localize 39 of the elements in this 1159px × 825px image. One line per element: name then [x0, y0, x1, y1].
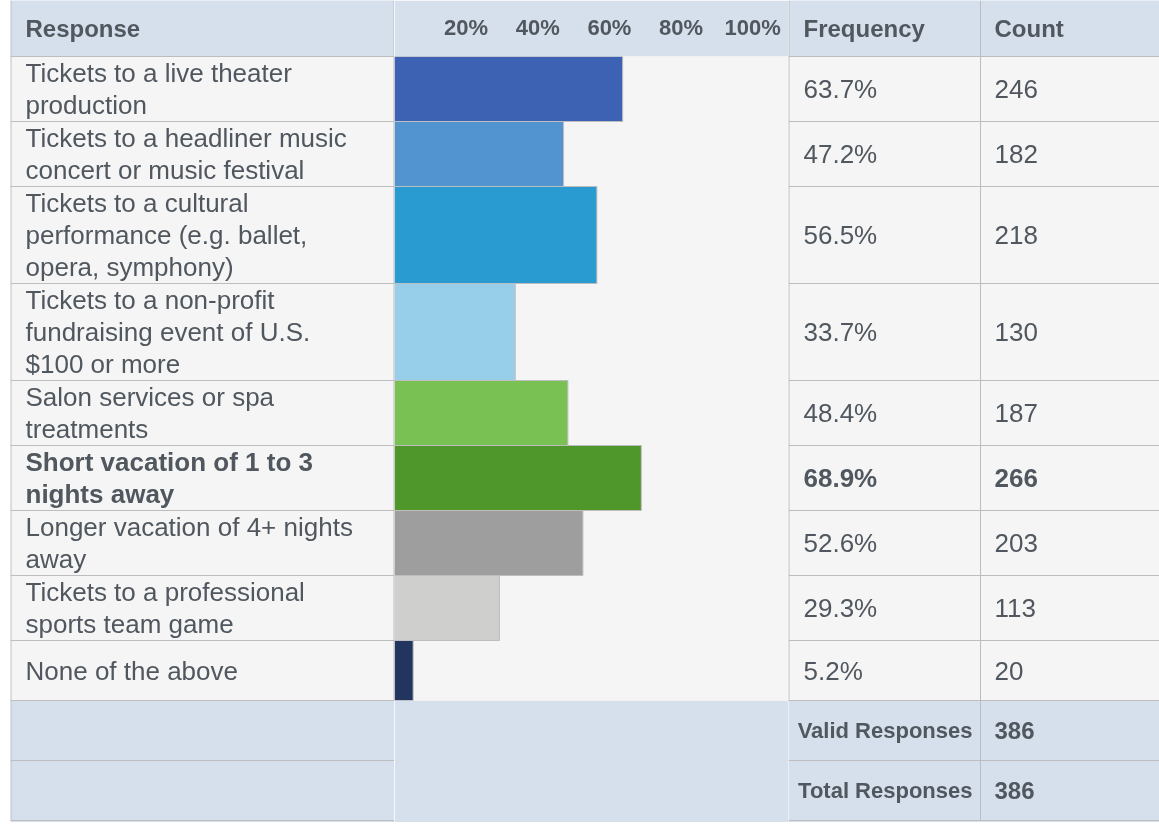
text: 386 — [994, 777, 1035, 804]
y-tick-label: Tickets to a live theater production — [25, 57, 293, 121]
text: 203 — [994, 528, 1038, 558]
text: Count — [994, 15, 1064, 42]
text: 113 — [994, 593, 1036, 623]
text: Frequency — [803, 15, 926, 42]
text: Valid Responses — [797, 718, 973, 743]
text: 63.7% — [803, 74, 878, 104]
text: 218 — [994, 220, 1038, 250]
text: 5.2% — [803, 655, 863, 686]
x-tick-label: 20% — [444, 14, 489, 40]
x-tick-label: 40% — [515, 14, 560, 40]
x-tick-label: 80% — [659, 14, 704, 40]
text: 266 — [994, 463, 1038, 493]
text: 29.3% — [803, 593, 878, 623]
y-tick-label: Short vacation of 1 to 3 nights away — [25, 446, 313, 510]
x-tick-label: 100% — [724, 14, 781, 40]
text: 182 — [994, 139, 1038, 169]
text: 52.6% — [803, 528, 878, 558]
text: 386 — [994, 717, 1035, 744]
text: Total Responses — [798, 778, 973, 803]
y-tick-label: Tickets to a headliner music concert or music festival — [25, 122, 347, 186]
text: 33.7% — [803, 317, 878, 347]
x-tick-label: 60% — [587, 14, 632, 40]
text: 56.5% — [803, 220, 878, 250]
y-tick-label: Salon services or spa treatments — [25, 381, 275, 445]
text: 187 — [994, 398, 1038, 428]
text: 20 — [994, 655, 1024, 686]
y-axis-title: Response — [25, 15, 141, 42]
text: 130 — [994, 317, 1038, 347]
y-tick-label: None of the above — [25, 655, 238, 686]
text: 68.9% — [803, 463, 878, 493]
y-tick-label: Tickets to a professional sports team game — [25, 576, 305, 640]
text: 47.2% — [803, 139, 878, 169]
y-tick-label: Longer vacation of 4+ nights away — [25, 511, 353, 575]
text: 48.4% — [803, 398, 878, 428]
text: 246 — [994, 74, 1038, 104]
y-tick-label: Tickets to a non-profit fundraising event of U.S. $100 or more — [25, 284, 311, 380]
y-tick-label: Tickets to a cultural performance (e.g. ballet, opera, symphony) — [25, 187, 308, 283]
